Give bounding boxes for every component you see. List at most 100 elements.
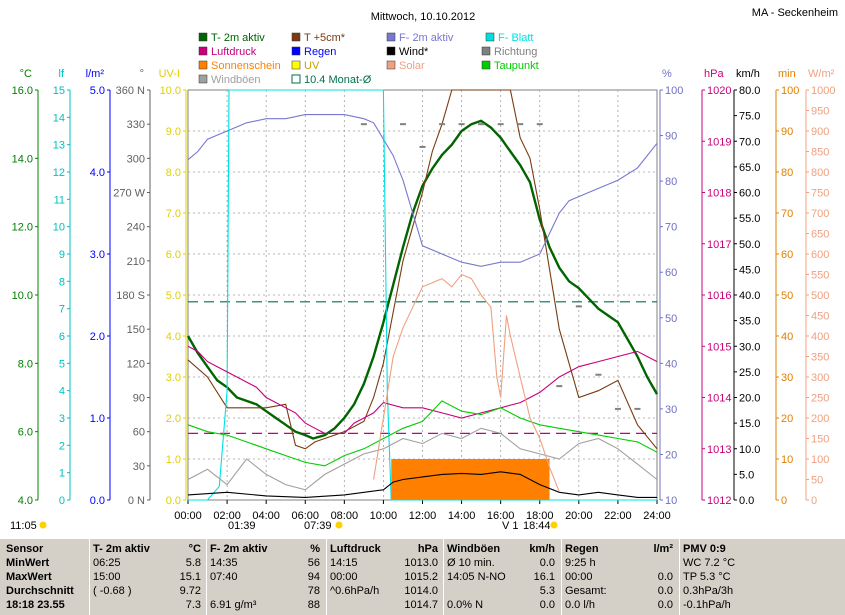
- axis-tick-label: 3.0: [90, 249, 105, 261]
- axis-tick-label: 300: [127, 153, 145, 165]
- table-row: 7.3: [93, 599, 201, 613]
- table-cell: 78: [307, 585, 320, 597]
- table-row: Ø 10 min. 0.0: [447, 557, 555, 571]
- table-row: ^0.6hPa/h 1014.0: [330, 585, 438, 599]
- axis-tick-label: 70.0: [739, 136, 760, 148]
- column-separator: [679, 539, 680, 615]
- axis-tick-label: 330: [127, 119, 145, 131]
- table-row: 1014.7: [330, 599, 438, 613]
- axis-tick-label: 0.0: [166, 495, 181, 507]
- axis-tick-label: 550: [811, 270, 829, 282]
- axis-unit-wind: km/h: [736, 68, 760, 80]
- axis-tick-label: 90: [665, 131, 677, 143]
- axis-tick-label: 4.0: [166, 331, 181, 343]
- table-row: 06:25 5.8: [93, 557, 201, 571]
- axis-tick-label: 650: [811, 229, 829, 241]
- row-label: MaxWert: [6, 571, 52, 583]
- axis-tick-label: 4: [59, 386, 65, 398]
- axis-tick-label: 90: [781, 126, 793, 138]
- direction-mark: [536, 123, 543, 126]
- axis-tick-label: 75.0: [739, 111, 760, 123]
- table-cell: 6.91 g/m³: [210, 599, 257, 611]
- axis-tick-label: 60: [781, 249, 793, 261]
- x-tick-label: 12:00: [409, 510, 437, 522]
- summary-table: Sensor MinWert MaxWert Durchschnitt 18:1…: [0, 539, 845, 615]
- table-cell: 0.0: [657, 585, 673, 597]
- table-cell: 0.0 l/h: [565, 599, 595, 611]
- sun-icon: [39, 521, 47, 529]
- axis-tick-label: 1020: [707, 85, 731, 97]
- axis-tick-label: 7: [59, 304, 65, 316]
- axis-tick-label: 2.0: [166, 413, 181, 425]
- axis-tick-label: 60: [665, 267, 677, 279]
- axis-tick-label: 35.0: [739, 316, 760, 328]
- axis-tick-label: 3: [59, 413, 65, 425]
- direction-mark: [595, 373, 602, 376]
- axis-tick-label: 10.0: [160, 85, 181, 97]
- axis-tick-label: 1014: [707, 393, 731, 405]
- legend-swatch: [386, 32, 396, 42]
- axis-tick-label: 1.0: [90, 413, 105, 425]
- axis-tick-label: 30: [781, 372, 793, 384]
- legend-label: UV: [304, 60, 320, 72]
- direction-mark: [360, 123, 367, 126]
- axis-tick-label: 850: [811, 147, 829, 159]
- legend-label: T +5cm*: [304, 32, 346, 44]
- axis-tick-label: 3.0: [166, 372, 181, 384]
- row-label: Durchschnitt: [6, 585, 74, 597]
- axis-tick-label: 8: [59, 276, 65, 288]
- axis-tick-label: 80: [665, 176, 677, 188]
- axis-tick-label: 1017: [707, 239, 731, 251]
- legend-label: Taupunkt: [494, 60, 539, 72]
- axis-tick-label: 20.0: [739, 393, 760, 405]
- series-line: [187, 89, 658, 450]
- table-row: 14:05 N-NO 16.1: [447, 571, 555, 585]
- column-title: Regen: [565, 543, 599, 555]
- row-label: MinWert: [6, 557, 50, 569]
- axis-tick-label: 60.0: [739, 188, 760, 200]
- series-line: [187, 400, 658, 467]
- axis-unit-rain: l/m²: [86, 68, 105, 80]
- axis-tick-label: 700: [811, 208, 829, 220]
- table-cell: 0.0: [657, 571, 673, 583]
- table-cell: 00:00: [565, 571, 593, 583]
- axis-unit-solar: W/m²: [808, 68, 835, 80]
- series-line: [186, 119, 659, 440]
- column-header: PMV 0:9: [683, 543, 793, 557]
- table-column: Regen l/m² 9:25 h 00:00 0.0 Gesamt: 0.0 0.0 l/h…: [565, 543, 673, 613]
- axis-tick-label: 40: [665, 358, 677, 370]
- axis-tick-label: 400: [811, 331, 829, 343]
- axis-tick-label: 6: [59, 331, 65, 343]
- table-row: 9:25 h: [565, 557, 673, 571]
- column-title: Luftdruck: [330, 543, 381, 555]
- axis-unit-dir: °: [140, 68, 144, 80]
- column-unit: hPa: [417, 543, 438, 555]
- axis-tick-label: 2.0: [90, 331, 105, 343]
- axis-tick-label: 240: [127, 222, 145, 234]
- axis-tick-label: 14.0: [12, 153, 33, 165]
- axis-tick-label: 15: [53, 85, 65, 97]
- axis-tick-label: 50: [781, 290, 793, 302]
- legend-swatch: [485, 32, 495, 42]
- axis-tick-label: 6.0: [18, 427, 33, 439]
- axis-tick-label: 10.0: [12, 290, 33, 302]
- axis-tick-label: 25.0: [739, 367, 760, 379]
- table-column: T- 2m aktiv °C 06:25 5.8 15:00 15.1 ( -0.68 ) 9…: [93, 543, 201, 613]
- x-tick-label: 14:00: [448, 510, 476, 522]
- axis-tick-label: 13: [53, 140, 65, 152]
- column-title: Windböen: [447, 543, 501, 555]
- legend-swatch: [198, 60, 208, 70]
- table-cell: 5.8: [185, 557, 201, 569]
- axis-tick-label: 9: [59, 249, 65, 261]
- table-cell: 94: [307, 571, 320, 583]
- axis-tick-label: 600: [811, 249, 829, 261]
- table-cell: 0.0: [657, 599, 673, 611]
- axis-tick-label: 12.0: [12, 222, 33, 234]
- legend-swatch: [481, 60, 491, 70]
- x-tick-label: 22:00: [604, 510, 632, 522]
- axis-unit-press: hPa: [704, 68, 724, 80]
- axis-tick-label: 20: [665, 449, 677, 461]
- axis-unit-leaf: lf: [59, 68, 65, 80]
- axis-tick-label: 210: [127, 256, 145, 268]
- axis-tick-label: 1015: [707, 341, 731, 353]
